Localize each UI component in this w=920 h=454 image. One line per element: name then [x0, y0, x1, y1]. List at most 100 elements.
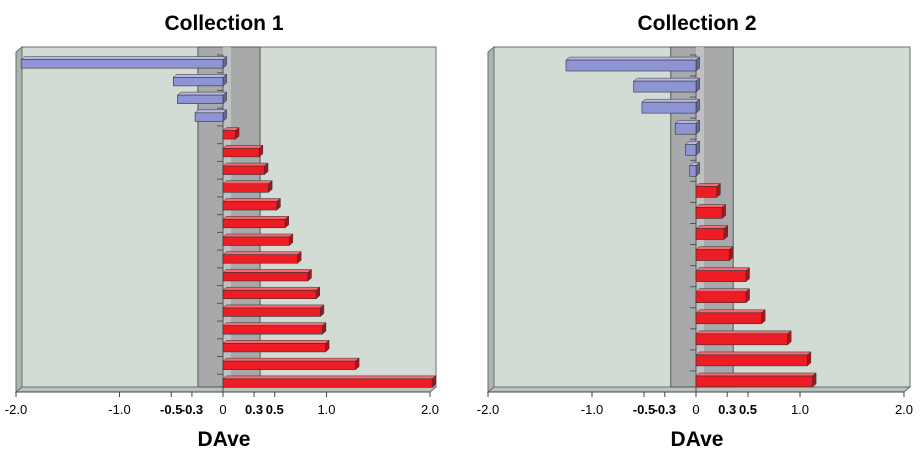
x-tick-label: -0.5: [633, 402, 655, 417]
x-tick-label: -1.0: [581, 402, 603, 417]
bar-front-face: [222, 325, 323, 335]
x-axis-label: DAve: [198, 428, 251, 451]
bar-front-face: [222, 360, 356, 370]
bar-top-face: [695, 225, 729, 229]
bar: [222, 180, 273, 193]
bar: [222, 268, 313, 282]
bar: [222, 144, 264, 158]
bar: [222, 251, 302, 264]
bar-front-face: [222, 254, 298, 264]
bar: [695, 246, 734, 262]
chart-panel-collection-2: -2.0 -1.0 -0.5-0.3 0 0.3 0.5 1.0 2.0 Collection …: [477, 12, 913, 451]
bar-top-face: [194, 109, 228, 114]
bar-top-face: [222, 322, 327, 326]
plot-side-wall: [15, 45, 23, 394]
bar: [695, 351, 812, 367]
bar-top-face: [222, 304, 325, 309]
plot-side-wall: [487, 45, 495, 394]
bar-front-face: [177, 94, 224, 104]
bar: [684, 140, 701, 156]
bar-top-face: [222, 180, 273, 185]
chart-panel-collection-1: -2.0 -1.0 -0.5-0.3 0 0.3 0.5 1.0 2.0 Collection …: [5, 12, 439, 451]
bar-front-face: [695, 354, 808, 367]
bar-front-face: [695, 207, 723, 219]
bar-front-face: [689, 165, 697, 177]
x-axis-label: DAve: [671, 428, 724, 451]
bar: [222, 375, 437, 388]
chart-title: Collection 1: [164, 12, 283, 35]
x-tick-label: 0.3: [245, 402, 263, 417]
bar: [222, 304, 325, 317]
bar-front-face: [222, 165, 265, 175]
bar-front-face: [685, 144, 697, 156]
x-tick-label: 1.0: [317, 402, 335, 417]
bar-front-face: [20, 59, 224, 69]
bar: [176, 91, 228, 105]
bar-top-face: [695, 288, 751, 292]
bar-front-face: [695, 375, 813, 388]
bar-front-face: [222, 201, 278, 211]
x-tick-label: -0.3: [181, 402, 203, 417]
bar-front-face: [695, 291, 747, 303]
x-tick-label: -2.0: [5, 402, 27, 417]
bar-top-face: [695, 372, 817, 377]
bar-front-face: [633, 80, 697, 93]
bar-front-face: [222, 130, 236, 140]
bar: [695, 309, 766, 325]
bar-front-face: [565, 59, 697, 72]
bar-top-face: [222, 340, 330, 344]
x-tick-label: -0.3: [654, 402, 676, 417]
x-tick-label: -2.0: [477, 402, 499, 417]
bar: [695, 372, 817, 388]
x-tick-label: 0: [692, 402, 699, 417]
bar-front-face: [222, 343, 326, 353]
bar: [695, 288, 751, 304]
bar: [222, 233, 294, 247]
bar-top-face: [695, 309, 766, 314]
bar-front-face: [222, 183, 269, 193]
x-tick-label: 2.0: [895, 402, 913, 417]
bar-front-face: [222, 218, 286, 229]
plot-floor: [486, 386, 912, 393]
bar-top-face: [222, 286, 321, 291]
bar-top-face: [695, 246, 734, 250]
bar-top-face: [222, 162, 269, 167]
bar: [222, 215, 290, 229]
bar-top-face: [222, 233, 294, 238]
bar-front-face: [695, 270, 747, 282]
bar-top-face: [222, 375, 437, 380]
bar: [565, 56, 701, 72]
bar: [194, 109, 228, 122]
bar-top-face: [222, 215, 290, 220]
bar: [695, 182, 722, 198]
bar-front-face: [222, 289, 317, 300]
bar-top-face: [222, 198, 282, 202]
bar-top-face: [222, 251, 302, 255]
bar: [695, 267, 751, 283]
bar-front-face: [695, 249, 730, 261]
x-tick-label: 1.0: [791, 402, 809, 417]
bar: [695, 203, 727, 219]
x-tick-label: 0.5: [739, 402, 757, 417]
bar-top-face: [695, 267, 751, 271]
bar: [20, 56, 228, 69]
x-tick-label: 0.3: [718, 402, 736, 417]
plot-floor: [14, 386, 438, 393]
bar: [222, 127, 240, 140]
bar-front-face: [222, 378, 433, 388]
bar-top-face: [176, 91, 228, 96]
chart-title: Collection 2: [637, 12, 756, 35]
bar-top-face: [172, 74, 228, 78]
bar-top-face: [565, 56, 701, 61]
bar: [695, 225, 729, 241]
bar-top-face: [222, 269, 313, 273]
bar: [222, 339, 330, 353]
bar: [222, 197, 282, 211]
bar: [674, 119, 701, 135]
bar: [632, 77, 701, 93]
x-tick-label: 0: [219, 402, 226, 417]
bar: [222, 322, 327, 335]
bar-top-face: [641, 98, 701, 103]
bar-top-face: [695, 183, 722, 187]
bar-front-face: [194, 112, 224, 122]
